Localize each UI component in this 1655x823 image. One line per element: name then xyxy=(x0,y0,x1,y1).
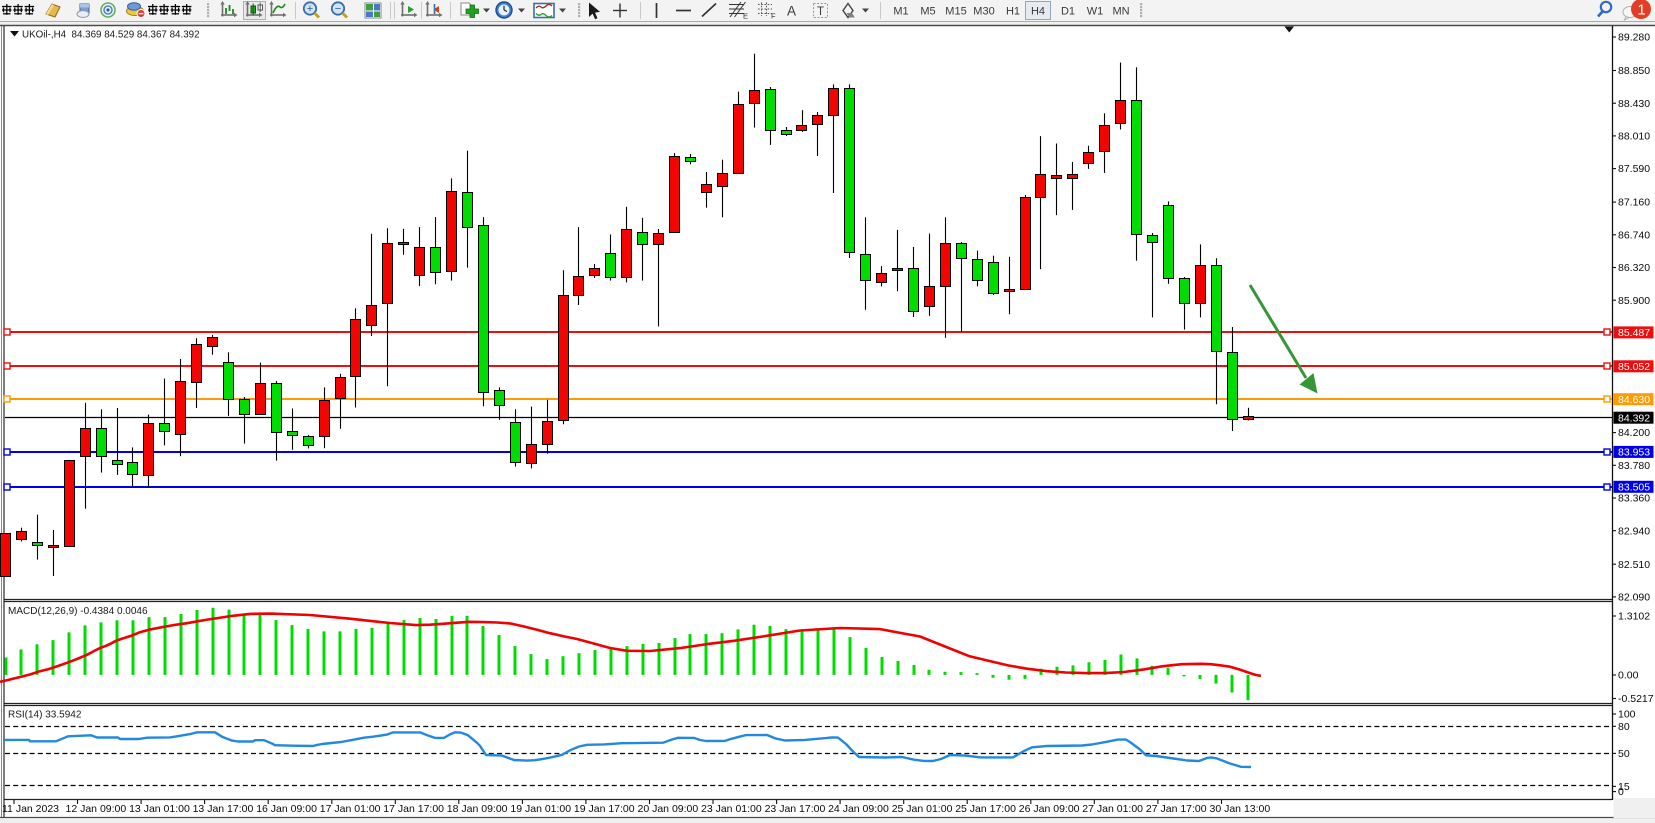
svg-text:W1: W1 xyxy=(1087,6,1104,18)
svg-text:F: F xyxy=(771,12,776,21)
svg-text:T: T xyxy=(817,6,824,18)
svg-text:11 Jan 2023: 11 Jan 2023 xyxy=(2,803,59,815)
svg-text:86.740: 86.740 xyxy=(1618,229,1650,241)
svg-text:17 Jan 01:00: 17 Jan 01:00 xyxy=(320,803,381,815)
svg-text:16 Jan 09:00: 16 Jan 09:00 xyxy=(256,803,317,815)
svg-text:83.953: 83.953 xyxy=(1618,447,1650,459)
svg-text:M1: M1 xyxy=(893,6,908,18)
svg-text:H1: H1 xyxy=(1006,6,1020,18)
svg-text:E: E xyxy=(743,12,748,21)
svg-text:17 Jan 17:00: 17 Jan 17:00 xyxy=(383,803,444,815)
svg-text:87.160: 87.160 xyxy=(1618,197,1650,209)
svg-text:1: 1 xyxy=(1637,2,1645,19)
svg-text:88.010: 88.010 xyxy=(1618,131,1650,143)
svg-text:UKOil-,H4 84.369 84.529 84.36: UKOil-,H4 84.369 84.529 84.367 84.392 xyxy=(22,30,200,41)
svg-text:83.360: 83.360 xyxy=(1618,493,1650,505)
svg-text:82.090: 82.090 xyxy=(1618,592,1650,604)
svg-text:RSI(14) 33.5942: RSI(14) 33.5942 xyxy=(8,710,82,721)
svg-text:88.430: 88.430 xyxy=(1618,98,1650,110)
svg-text:82.940: 82.940 xyxy=(1618,525,1650,537)
svg-text:25 Jan 17:00: 25 Jan 17:00 xyxy=(955,803,1016,815)
svg-text:85.487: 85.487 xyxy=(1618,327,1650,339)
svg-text:23 Jan 01:00: 23 Jan 01:00 xyxy=(701,803,762,815)
svg-text:24 Jan 09:00: 24 Jan 09:00 xyxy=(828,803,889,815)
svg-text:86.320: 86.320 xyxy=(1618,262,1650,274)
svg-text:27 Jan 17:00: 27 Jan 17:00 xyxy=(1146,803,1207,815)
svg-text:1.3102: 1.3102 xyxy=(1618,611,1650,623)
svg-text:D1: D1 xyxy=(1061,6,1075,18)
svg-text:12 Jan 09:00: 12 Jan 09:00 xyxy=(66,803,127,815)
svg-text:-0.5217: -0.5217 xyxy=(1618,693,1654,705)
svg-text:H4: H4 xyxy=(1031,6,1045,18)
svg-text:23 Jan 17:00: 23 Jan 17:00 xyxy=(765,803,826,815)
svg-text:83.780: 83.780 xyxy=(1618,460,1650,472)
svg-text:80: 80 xyxy=(1618,721,1630,733)
svg-text:20 Jan 09:00: 20 Jan 09:00 xyxy=(638,803,699,815)
svg-text:MACD(12,26,9) -0.4384 0.0046: MACD(12,26,9) -0.4384 0.0046 xyxy=(8,606,148,617)
svg-text:13 Jan 17:00: 13 Jan 17:00 xyxy=(193,803,254,815)
svg-text:100: 100 xyxy=(1618,709,1636,721)
svg-text:85.052: 85.052 xyxy=(1618,361,1650,373)
svg-text:0.00: 0.00 xyxy=(1618,670,1639,682)
svg-text:15: 15 xyxy=(1618,781,1630,793)
svg-text:−: − xyxy=(335,3,341,15)
svg-text:85.900: 85.900 xyxy=(1618,295,1650,307)
svg-text:13 Jan 01:00: 13 Jan 01:00 xyxy=(129,803,190,815)
svg-text:83.505: 83.505 xyxy=(1618,481,1650,493)
svg-text:M30: M30 xyxy=(973,6,994,18)
svg-text:84.200: 84.200 xyxy=(1618,427,1650,439)
svg-text:84.392: 84.392 xyxy=(1618,412,1650,424)
svg-text:0: 0 xyxy=(1618,786,1624,798)
svg-text:M15: M15 xyxy=(945,6,966,18)
svg-text:50: 50 xyxy=(1618,748,1630,760)
svg-text:18 Jan 09:00: 18 Jan 09:00 xyxy=(447,803,508,815)
svg-text:+: + xyxy=(307,3,313,15)
svg-text:88.850: 88.850 xyxy=(1618,65,1650,77)
svg-text:19 Jan 01:00: 19 Jan 01:00 xyxy=(510,803,571,815)
svg-text:89.280: 89.280 xyxy=(1618,32,1650,44)
svg-text:27 Jan 01:00: 27 Jan 01:00 xyxy=(1082,803,1143,815)
svg-text:A: A xyxy=(787,4,796,19)
svg-text:84.630: 84.630 xyxy=(1618,394,1650,406)
svg-text:25 Jan 01:00: 25 Jan 01:00 xyxy=(892,803,953,815)
svg-text:M5: M5 xyxy=(920,6,935,18)
svg-text:87.590: 87.590 xyxy=(1618,163,1650,175)
svg-text:30 Jan 13:00: 30 Jan 13:00 xyxy=(1210,803,1271,815)
svg-text:19 Jan 17:00: 19 Jan 17:00 xyxy=(574,803,635,815)
svg-text:MN: MN xyxy=(1112,6,1129,18)
svg-text:26 Jan 09:00: 26 Jan 09:00 xyxy=(1019,803,1080,815)
svg-text:82.510: 82.510 xyxy=(1618,559,1650,571)
